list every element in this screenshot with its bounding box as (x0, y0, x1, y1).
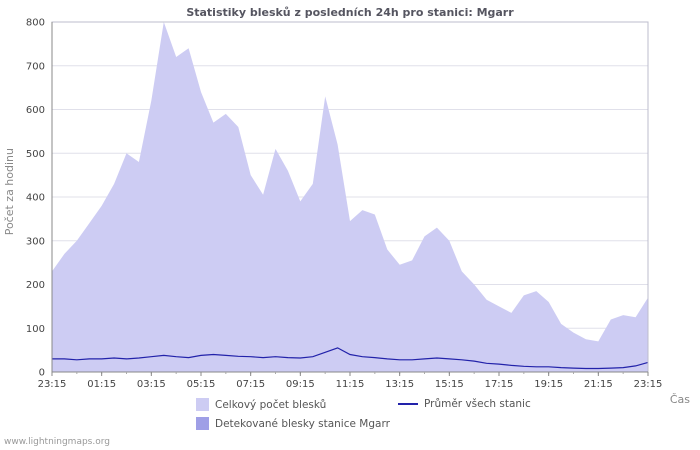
watermark-text: www.lightningmaps.org (4, 437, 110, 447)
svg-text:13:15: 13:15 (385, 379, 414, 390)
svg-text:19:15: 19:15 (534, 379, 563, 390)
legend-item-total: Celkový počet blesků (196, 398, 326, 411)
svg-text:07:15: 07:15 (236, 379, 265, 390)
svg-text:400: 400 (26, 193, 45, 204)
legend-swatch-average-line (398, 403, 418, 405)
legend-item-station: Detekované blesky stanice Mgarr (196, 417, 390, 430)
svg-text:09:15: 09:15 (286, 379, 315, 390)
svg-text:15:15: 15:15 (435, 379, 464, 390)
svg-text:700: 700 (26, 61, 45, 72)
legend-swatch-station-area (196, 417, 209, 430)
svg-text:21:15: 21:15 (584, 379, 613, 390)
legend-item-average: Průměr všech stanic (398, 398, 531, 410)
svg-text:17:15: 17:15 (485, 379, 514, 390)
svg-text:100: 100 (26, 324, 45, 335)
svg-text:03:15: 03:15 (137, 379, 166, 390)
svg-text:500: 500 (26, 149, 45, 160)
svg-text:600: 600 (26, 105, 45, 116)
svg-text:0: 0 (39, 368, 45, 379)
chart-canvas: 0 100 200 300 400 500 600 700 800 23:15 01:15 03:15… (26, 18, 663, 391)
legend-swatch-total-area (196, 398, 209, 411)
svg-text:23:15: 23:15 (634, 379, 663, 390)
svg-text:05:15: 05:15 (187, 379, 216, 390)
x-axis-label: Čas (669, 393, 690, 406)
legend-label-station: Detekované blesky stanice Mgarr (215, 417, 390, 430)
chart-title: Statistiky blesků z posledních 24h pro s… (186, 6, 514, 19)
svg-text:01:15: 01:15 (87, 379, 116, 390)
svg-text:800: 800 (26, 18, 45, 29)
svg-text:300: 300 (26, 236, 45, 247)
svg-text:23:15: 23:15 (38, 379, 67, 390)
legend-label-average: Průměr všech stanic (424, 398, 531, 410)
legend-label-total: Celkový počet blesků (215, 398, 327, 411)
svg-text:11:15: 11:15 (336, 379, 365, 390)
svg-text:200: 200 (26, 280, 45, 291)
